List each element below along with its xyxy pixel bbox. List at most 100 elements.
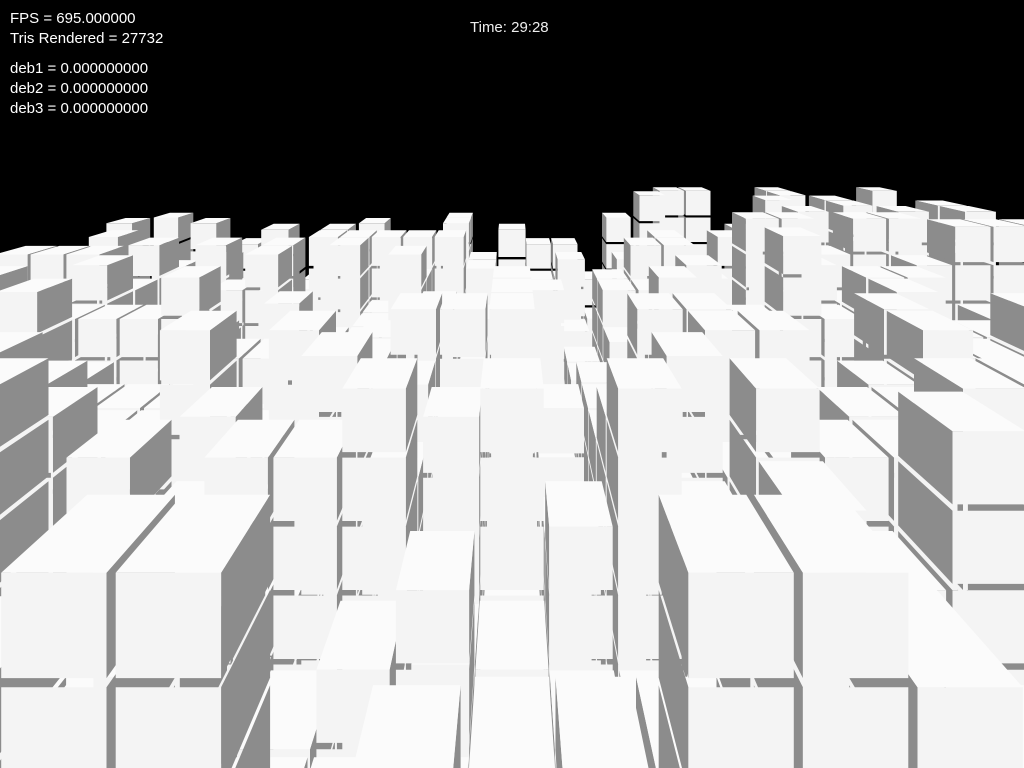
stats-overlay: FPS = 695.000000 Tris Rendered = 27732 bbox=[10, 9, 163, 49]
cube-top-face bbox=[159, 310, 237, 331]
cube-top-face bbox=[898, 391, 1024, 432]
cube-side-face bbox=[107, 255, 133, 301]
cube-top-face bbox=[526, 271, 553, 280]
cube-top-face bbox=[179, 387, 263, 417]
cube-front-face bbox=[0, 292, 38, 334]
cube-front-face bbox=[618, 388, 682, 453]
cube-top-face bbox=[358, 218, 391, 224]
cube-top-face bbox=[606, 358, 682, 389]
cube-side-face bbox=[555, 757, 557, 768]
cube-front-face bbox=[557, 289, 585, 317]
cube-top-face bbox=[475, 600, 549, 670]
cube-front-face bbox=[159, 330, 210, 381]
cube-front-face bbox=[498, 229, 526, 257]
cube-side-face bbox=[37, 278, 73, 334]
cube-front-face bbox=[395, 590, 470, 664]
cube-front-face bbox=[273, 457, 337, 521]
cube-top-face bbox=[891, 255, 953, 266]
cube-front-face bbox=[526, 244, 551, 269]
cube-front-face bbox=[115, 687, 222, 768]
cube-front-face bbox=[329, 278, 361, 310]
cube-front-face bbox=[952, 510, 1024, 584]
cube-top-face bbox=[352, 685, 461, 768]
cube-side-face bbox=[832, 212, 854, 252]
cube-side-face bbox=[360, 237, 369, 276]
cube-top-face bbox=[423, 387, 483, 417]
cube-top-face bbox=[837, 360, 919, 385]
cube-top-face bbox=[153, 212, 194, 218]
cube-side-face bbox=[732, 212, 746, 252]
cube-side-face bbox=[729, 419, 757, 521]
cube-top-face bbox=[939, 206, 996, 212]
cube-side-face bbox=[545, 481, 550, 590]
cube-top-face bbox=[195, 237, 243, 246]
cube-top-face bbox=[627, 293, 683, 310]
cube-front-face bbox=[245, 254, 279, 288]
cube-top-face bbox=[915, 200, 967, 206]
cube-side-face bbox=[0, 481, 49, 583]
deb1-readout: deb1 = 0.000000000 bbox=[10, 60, 149, 77]
cube-top-face bbox=[633, 191, 666, 196]
cube-side-face bbox=[293, 237, 306, 276]
cube-side-face bbox=[606, 419, 619, 521]
cube-front-face bbox=[161, 277, 200, 316]
cube-top-face bbox=[262, 237, 306, 246]
cube-front-face bbox=[434, 268, 464, 298]
cube-top-face bbox=[245, 245, 292, 255]
cube-top-face bbox=[268, 310, 336, 331]
cube-side-face bbox=[588, 410, 596, 490]
cube-top-face bbox=[468, 252, 497, 260]
cube-top-face bbox=[651, 332, 723, 356]
cube-top-face bbox=[868, 278, 939, 292]
cube-side-face bbox=[990, 293, 1024, 351]
cube-front-face bbox=[606, 217, 631, 242]
cube-side-face bbox=[633, 191, 640, 222]
cube-top-face bbox=[71, 255, 133, 266]
cube-side-face bbox=[210, 310, 237, 381]
cube-side-face bbox=[360, 269, 369, 310]
cube-top-face bbox=[390, 293, 443, 310]
cube-side-face bbox=[221, 494, 271, 679]
cube-top-face bbox=[66, 419, 172, 458]
cube-top-face bbox=[480, 358, 544, 389]
cube-front-face bbox=[538, 408, 584, 454]
cube-side-face bbox=[854, 293, 884, 355]
cube-side-face bbox=[563, 346, 568, 395]
cube-top-face bbox=[688, 310, 756, 331]
cube-top-face bbox=[765, 212, 815, 219]
cube-side-face bbox=[732, 245, 746, 288]
cube-top-face bbox=[440, 293, 488, 310]
game-timer: Time: 29:28 bbox=[470, 19, 549, 36]
cube-front-face bbox=[993, 226, 1024, 263]
cube-top-face bbox=[395, 531, 475, 591]
cube-top-face bbox=[658, 494, 794, 573]
cube-front-face bbox=[480, 457, 544, 521]
cube-top-face bbox=[856, 187, 897, 191]
cube-side-face bbox=[304, 757, 308, 768]
cube-top-face bbox=[466, 260, 496, 269]
cube-front-face bbox=[1, 687, 107, 768]
cube-side-face bbox=[764, 227, 784, 275]
cube-side-face bbox=[463, 260, 467, 298]
cube-top-face bbox=[675, 255, 722, 266]
cube-top-face bbox=[489, 293, 535, 310]
cube-side-face bbox=[581, 384, 588, 454]
cube-top-face bbox=[320, 223, 356, 230]
cube-front-face bbox=[783, 236, 822, 275]
cube-side-face bbox=[592, 300, 597, 343]
cube-front-face bbox=[549, 526, 613, 590]
cube-top-face bbox=[329, 237, 369, 246]
cube-top-face bbox=[301, 332, 373, 356]
cube-front-face bbox=[531, 326, 565, 359]
cube-top-face bbox=[204, 419, 295, 458]
cube-top-face bbox=[880, 266, 946, 278]
cube-top-face bbox=[753, 494, 909, 573]
cube-front-face bbox=[1, 572, 107, 679]
cube-top-face bbox=[106, 218, 151, 224]
cube-side-face bbox=[278, 245, 292, 288]
cube-top-face bbox=[128, 237, 179, 246]
cube-side-face bbox=[592, 269, 597, 310]
cube-front-face bbox=[128, 245, 160, 276]
